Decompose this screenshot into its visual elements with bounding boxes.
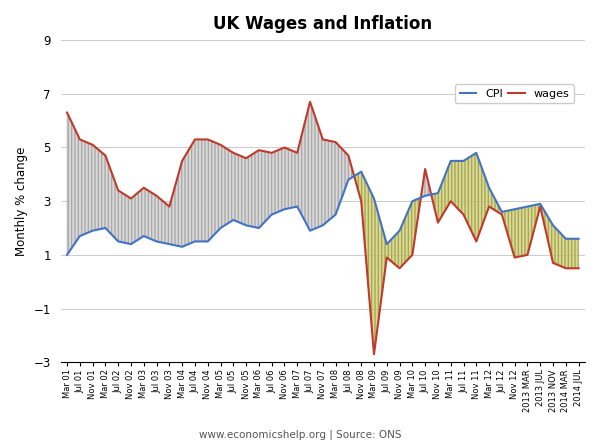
wages (115, 188, 122, 193)
CPI (204, 239, 211, 244)
wages (562, 266, 569, 271)
wages (76, 137, 83, 142)
CPI (370, 196, 377, 201)
wages (140, 185, 148, 191)
wages (191, 137, 199, 142)
wages (524, 252, 531, 257)
CPI (524, 204, 531, 209)
CPI (89, 228, 96, 233)
Title: UK Wages and Inflation: UK Wages and Inflation (213, 15, 433, 33)
wages (166, 204, 173, 209)
wages (319, 137, 326, 142)
wages (255, 147, 262, 153)
CPI (307, 228, 314, 233)
Y-axis label: Monthly % change: Monthly % change (15, 147, 28, 256)
CPI (166, 242, 173, 247)
CPI (76, 234, 83, 239)
CPI (383, 242, 391, 247)
CPI (434, 191, 442, 196)
CPI (332, 212, 339, 217)
CPI (575, 236, 582, 242)
CPI (191, 239, 199, 244)
wages (358, 198, 365, 204)
wages (485, 204, 493, 209)
CPI (255, 225, 262, 231)
wages (102, 153, 109, 158)
CPI (358, 169, 365, 174)
wages (153, 193, 160, 198)
CPI (473, 150, 480, 155)
wages (460, 212, 467, 217)
CPI (179, 244, 186, 249)
wages (575, 266, 582, 271)
wages (127, 196, 134, 201)
CPI (536, 201, 544, 206)
CPI (268, 212, 275, 217)
CPI (319, 223, 326, 228)
CPI (102, 225, 109, 231)
wages (396, 266, 403, 271)
CPI (422, 193, 429, 198)
wages (179, 158, 186, 164)
CPI (345, 177, 352, 182)
CPI (293, 204, 301, 209)
wages (268, 150, 275, 155)
wages (217, 142, 224, 147)
Line: CPI: CPI (67, 153, 578, 255)
CPI (242, 223, 250, 228)
CPI (511, 207, 518, 212)
CPI (396, 228, 403, 233)
Text: www.economicshelp.org | Source: ONS: www.economicshelp.org | Source: ONS (199, 430, 401, 440)
wages (434, 220, 442, 225)
CPI (550, 223, 557, 228)
wages (293, 150, 301, 155)
CPI (230, 217, 237, 223)
CPI (115, 239, 122, 244)
wages (498, 212, 505, 217)
CPI (409, 198, 416, 204)
wages (89, 142, 96, 147)
CPI (217, 225, 224, 231)
CPI (498, 209, 505, 215)
wages (345, 153, 352, 158)
CPI (447, 158, 454, 164)
CPI (281, 207, 288, 212)
CPI (460, 158, 467, 164)
Line: wages: wages (67, 102, 578, 354)
CPI (485, 185, 493, 191)
wages (204, 137, 211, 142)
CPI (127, 242, 134, 247)
CPI (153, 239, 160, 244)
wages (230, 150, 237, 155)
Legend: CPI, wages: CPI, wages (455, 84, 574, 103)
wages (536, 204, 544, 209)
wages (332, 139, 339, 145)
wages (473, 239, 480, 244)
CPI (140, 234, 148, 239)
wages (422, 166, 429, 172)
wages (281, 145, 288, 150)
wages (409, 252, 416, 257)
wages (511, 255, 518, 260)
CPI (64, 252, 71, 257)
wages (64, 110, 71, 115)
wages (242, 156, 250, 161)
CPI (562, 236, 569, 242)
wages (550, 260, 557, 266)
wages (307, 99, 314, 104)
wages (370, 352, 377, 357)
wages (383, 255, 391, 260)
wages (447, 198, 454, 204)
